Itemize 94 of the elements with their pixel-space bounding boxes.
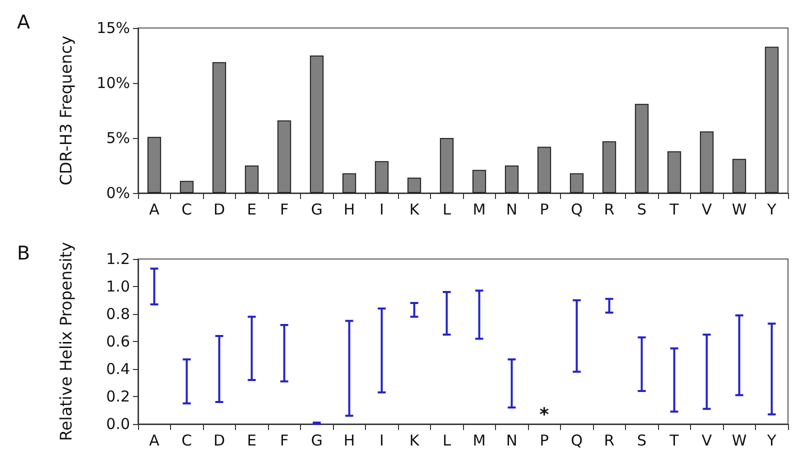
bar [770,324,773,414]
x-tick-label: L [442,200,452,218]
bar [640,337,643,391]
bar [576,300,578,372]
x-tick-label: I [380,432,384,450]
bar [250,316,253,380]
x-tick-label: V [702,432,713,450]
bar [478,290,480,339]
y-axis-title: Relative Helix Propensity [56,242,76,441]
y-tick-label: 0.8 [106,305,130,323]
bar [537,146,552,193]
bar [277,120,292,193]
y-tick-label: 1.0 [106,278,130,296]
x-tick-label: K [409,200,420,218]
x-tick-label: P [540,432,549,450]
bar [283,325,286,382]
x-tick-label: R [604,200,614,218]
x-tick-label: Q [570,432,583,450]
bar [310,56,324,193]
bar [667,151,682,193]
x-tick-label: G [310,200,323,218]
x-tick-label: Y [766,200,778,218]
x-tick-label: M [472,432,486,450]
bar [608,298,610,313]
x-tick-label: H [344,432,355,450]
x-tick-label: K [409,432,420,450]
x-tick-label: I [380,200,384,218]
x-tick-label: H [344,200,355,218]
x-tick-label: C [182,200,192,218]
y-tick-label: 0.4 [106,360,130,378]
bar [510,359,513,408]
x-tick-label: S [636,200,647,218]
bar [380,308,383,392]
y-tick-label: 5% [106,129,130,147]
bar [180,180,194,193]
y-tick-label: 0% [106,184,130,202]
bar [413,303,416,317]
bar [440,138,454,193]
x-tick-label: W [732,200,747,218]
x-tick-label: R [604,432,614,450]
bar [407,178,422,193]
x-tick-label: V [702,200,713,218]
bar [212,62,226,193]
x-tick-label: F [280,432,289,450]
bar [764,46,779,193]
x-tick-label: M [472,200,486,218]
x-tick-label: D [213,432,226,450]
bar [570,173,584,193]
x-tick-label: P [540,200,549,218]
bar [342,173,356,193]
chart-title: A [17,12,30,34]
bar [186,359,188,404]
bar [153,268,156,304]
chart-title: B [17,242,30,264]
bar [244,166,259,193]
annotation: * [540,404,550,426]
x-tick-label: W [732,432,747,450]
y-tick-label: 10% [96,74,130,92]
x-tick-label: Y [766,432,778,450]
x-tick-label: C [182,432,192,450]
x-tick-label: T [668,200,680,218]
bar [504,166,519,193]
bar [348,320,350,416]
x-tick-label: S [636,432,647,450]
bar [602,141,616,193]
bar [706,334,708,409]
x-tick-label: N [506,200,518,218]
bar [673,348,676,412]
x-tick-label: Q [570,200,583,218]
x-tick-label: L [442,432,452,450]
bar [700,131,714,193]
x-tick-label: A [149,432,160,450]
x-tick-label: A [149,200,160,218]
bar [738,315,740,396]
bar [634,104,649,193]
y-tick-label: 15% [96,19,130,37]
bar [374,161,389,193]
x-tick-label: D [213,200,226,218]
x-tick-label: E [247,200,256,218]
bar [472,170,486,193]
x-tick-label: N [506,432,518,450]
y-tick-label: 0.6 [106,332,130,350]
bar [218,336,220,402]
x-tick-label: G [310,432,323,450]
x-tick-label: T [668,432,680,450]
x-tick-label: E [247,432,256,450]
x-tick-label: F [280,200,289,218]
bar [147,136,162,193]
y-tick-label: 0.0 [106,415,130,433]
y-tick-label: 0.2 [106,388,130,406]
y-tick-label: 1.2 [106,250,130,268]
bar [732,158,746,193]
y-axis-title: CDR-H3 Frequency [56,36,76,186]
bar [446,292,448,335]
